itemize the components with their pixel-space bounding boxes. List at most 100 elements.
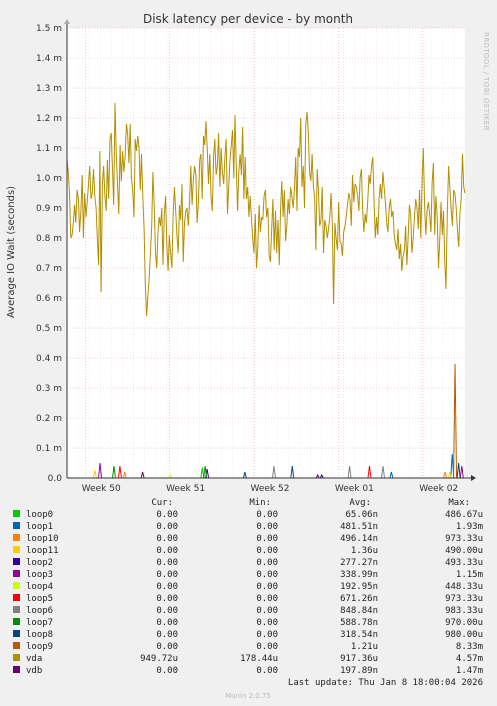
y-tick-label: 0.7 m — [36, 264, 62, 274]
legend-header-cur: Cur: — [151, 498, 173, 508]
legend-cur-value: 0.00 — [156, 666, 178, 676]
y-tick-label: 0.1 m — [36, 444, 62, 454]
legend-header-min: Min: — [249, 498, 271, 508]
legend-min-value: 0.00 — [256, 546, 278, 556]
legend-cur-value: 0.00 — [156, 546, 178, 556]
legend-series-name: vdb — [26, 666, 42, 676]
series-spike-loop3 — [98, 462, 103, 479]
legend-cur-value: 0.00 — [156, 510, 178, 520]
munin-version: Munin 2.0.75 — [225, 692, 271, 700]
legend-min-value: 0.00 — [256, 606, 278, 616]
series-spike-loop6 — [271, 465, 276, 479]
legend-cur-value: 0.00 — [156, 558, 178, 568]
legend-cur-value: 0.00 — [156, 534, 178, 544]
series-spike-loop7 — [111, 465, 116, 479]
legend-max-value: 490.00u — [445, 546, 483, 556]
legend-swatch — [13, 630, 20, 637]
legend-series-name: loop0 — [26, 510, 53, 520]
legend-swatch — [13, 618, 20, 625]
legend-max-value: 980.00u — [445, 630, 483, 640]
legend-max-value: 973.33u — [445, 594, 483, 604]
legend-avg-value: 338.99n — [340, 570, 378, 580]
legend-cur-value: 0.00 — [156, 594, 178, 604]
legend-min-value: 0.00 — [256, 618, 278, 628]
legend-swatch — [13, 546, 20, 553]
legend-cur-value: 0.00 — [156, 522, 178, 532]
legend-series-name: loop10 — [26, 534, 59, 544]
rrdtool-side-label: RRDTOOL / TOBI OETIKER — [482, 32, 490, 131]
legend-series-name: loop8 — [26, 630, 53, 640]
series-spike-loop10 — [122, 471, 127, 479]
y-tick-label: 0.5 m — [36, 324, 62, 334]
legend-series-name: loop3 — [26, 570, 53, 580]
y-tick-label: 0.0 — [48, 474, 63, 484]
y-tick-labels: 0.0 0.1 m 0.2 m 0.3 m 0.4 m 0.5 m 0.6 m 0.7 m 0.… — [36, 24, 62, 484]
legend-avg-value: 318.54n — [340, 630, 378, 640]
y-axis-label: Average IO Wait (seconds) — [6, 186, 17, 318]
legend-min-value: 0.00 — [256, 666, 278, 676]
legend-max-value: 493.33u — [445, 558, 483, 568]
legend-series-name: loop6 — [26, 606, 53, 616]
series-spike-loop5 — [367, 465, 372, 479]
legend-min-value: 0.00 — [256, 522, 278, 532]
legend-min-value: 0.00 — [256, 570, 278, 580]
series-spike-loop7 — [203, 465, 208, 479]
legend-max-value: 970.00u — [445, 618, 483, 628]
legend-series-name: loop2 — [26, 558, 53, 568]
y-tick-label: 1.2 m — [36, 114, 62, 124]
legend-swatch — [13, 570, 20, 577]
legend-series-name: loop11 — [26, 546, 59, 556]
x-tick-labels: Week 50 Week 51 Week 52 Week 01 Week 02 — [82, 484, 458, 494]
y-tick-label: 1.4 m — [36, 54, 62, 64]
series-spike-loop3 — [459, 465, 464, 479]
legend-max-value: 983.33u — [445, 606, 483, 616]
series-spike-loop4 — [168, 473, 173, 479]
chart-title: Disk latency per device - by month — [143, 12, 353, 26]
y-tick-label: 0.6 m — [36, 294, 62, 304]
legend-header-max: Max: — [448, 498, 470, 508]
legend-avg-value: 65.06n — [345, 510, 378, 520]
series-spike-loop9 — [453, 363, 458, 479]
legend-cur-value: 0.00 — [156, 618, 178, 628]
legend-max-value: 448.33u — [445, 582, 483, 592]
x-tick-label: Week 50 — [82, 484, 121, 494]
legend-avg-value: 1.21u — [351, 642, 378, 652]
legend-max-value: 1.93m — [456, 522, 483, 532]
legend-avg-value: 848.84n — [340, 606, 378, 616]
y-tick-label: 1.0 m — [36, 174, 62, 184]
legend-min-value: 178.44u — [240, 654, 278, 664]
legend-cur-value: 0.00 — [156, 582, 178, 592]
legend-swatch — [13, 666, 20, 673]
legend: Cur: Min: Avg: Max: loop0 0.00 0.00 65.06n 486.6… — [13, 498, 483, 676]
legend-swatch — [13, 558, 20, 565]
legend-avg-value: 192.95n — [340, 582, 378, 592]
legend-avg-value: 917.36u — [340, 654, 378, 664]
series-spike-vdb — [315, 473, 320, 479]
legend-cur-value: 0.00 — [156, 606, 178, 616]
legend-cur-value: 0.00 — [156, 630, 178, 640]
legend-min-value: 0.00 — [256, 642, 278, 652]
series-lines — [66, 102, 466, 317]
legend-swatch — [13, 582, 20, 589]
series-spike-loop6 — [381, 465, 386, 479]
legend-min-value: 0.00 — [256, 510, 278, 520]
legend-swatch — [13, 606, 20, 613]
legend-min-value: 0.00 — [256, 594, 278, 604]
legend-min-value: 0.00 — [256, 534, 278, 544]
legend-max-value: 1.47m — [456, 666, 483, 676]
series-line-vda — [66, 102, 466, 317]
legend-series-name: loop5 — [26, 594, 53, 604]
legend-series-name: loop4 — [26, 582, 53, 592]
legend-avg-value: 671.26n — [340, 594, 378, 604]
legend-avg-value: 277.27n — [340, 558, 378, 568]
legend-swatch — [13, 510, 20, 517]
series-spike-loop2 — [319, 473, 324, 479]
legend-series-name: loop7 — [26, 618, 53, 628]
legend-avg-value: 588.78n — [340, 618, 378, 628]
legend-swatch — [13, 642, 20, 649]
y-axis-arrow — [64, 19, 70, 24]
x-tick-label: Week 52 — [250, 484, 289, 494]
legend-avg-value: 197.89n — [340, 666, 378, 676]
series-spike-loop6 — [347, 465, 352, 479]
y-tick-label: 1.5 m — [36, 24, 62, 34]
